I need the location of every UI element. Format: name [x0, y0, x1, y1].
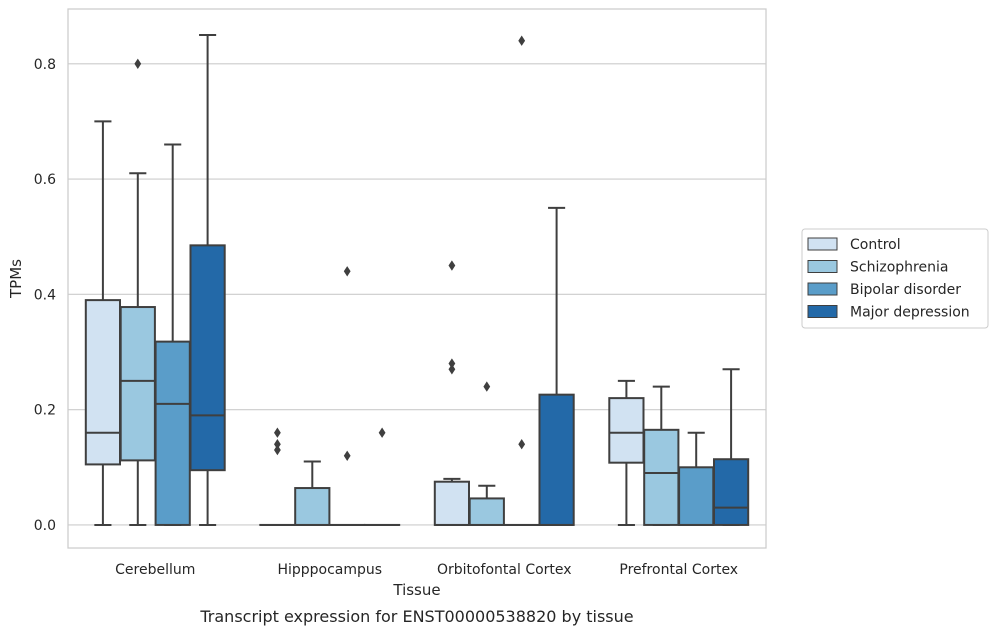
outlier-point	[274, 439, 281, 450]
y-tick-label: 0.2	[34, 403, 56, 419]
plot-frame	[67, 8, 767, 549]
outlier-point	[448, 358, 456, 369]
x-tick-label: Prefrontal Cortex	[619, 562, 738, 578]
y-tick-label: 0.4	[34, 287, 56, 303]
box-schizophrenia	[119, 58, 156, 526]
outlier-point	[448, 364, 456, 375]
outlier-point	[483, 381, 491, 392]
box-schizophrenia	[294, 460, 331, 526]
outlier-point	[343, 266, 351, 277]
legend-label: Bipolar disorder	[850, 282, 961, 298]
box-control	[608, 379, 645, 526]
y-tick-label: 0.6	[34, 172, 56, 188]
box-schizophrenia	[643, 385, 680, 526]
box-major-depression	[189, 33, 226, 526]
legend-frame	[801, 228, 989, 329]
box-iqr	[433, 480, 471, 526]
box-iqr	[608, 397, 645, 464]
x-tick-label: Hipppocampus	[277, 562, 382, 578]
legend-swatch	[807, 282, 838, 296]
outlier-point	[518, 439, 526, 450]
box-iqr	[678, 466, 715, 526]
x-tick-labels: Cerebellum Hipppocampus Orbitofontal Corte…	[115, 562, 738, 578]
legend-label: Major depression	[850, 305, 970, 321]
outlier-point	[134, 58, 142, 69]
legend: Control Schizophrenia Bipolar disorder Majo…	[801, 228, 989, 329]
boxes	[84, 33, 750, 526]
outlier-point	[274, 427, 281, 438]
chart-caption: Transcript expression for ENST0000053882…	[199, 607, 633, 626]
x-axis-label: Tissue	[392, 581, 440, 599]
legend-label: Control	[850, 237, 901, 253]
box-control	[259, 427, 296, 526]
box-bipolar-disorder	[154, 143, 191, 526]
y-tick-label: 0.8	[34, 57, 56, 73]
box-iqr	[643, 428, 680, 526]
box-iqr	[154, 340, 191, 526]
box-bipolar-disorder	[329, 266, 366, 526]
outlier-point	[274, 444, 281, 456]
box-iqr	[119, 306, 156, 462]
outlier-point	[518, 35, 526, 46]
box-control	[84, 120, 122, 526]
y-axis-label: TPMs	[7, 259, 25, 299]
legend-label: Schizophrenia	[850, 260, 948, 276]
outlier-point	[448, 260, 456, 271]
x-tick-label: Cerebellum	[115, 562, 195, 578]
box-bipolar-disorder	[678, 431, 715, 526]
box-major-depression	[363, 427, 401, 526]
legend-swatch	[807, 305, 838, 318]
box-iqr	[84, 299, 122, 466]
box-iqr	[189, 244, 226, 472]
y-tick-labels: 0.0 0.2 0.4 0.6 0.8	[34, 57, 56, 534]
box-iqr	[468, 497, 505, 526]
box-iqr	[538, 393, 575, 526]
outlier-point	[378, 427, 386, 438]
x-tick-label: Orbitofontal Cortex	[437, 562, 572, 578]
outlier-point	[343, 450, 351, 461]
box-bipolar-disorder	[503, 35, 540, 526]
y-tick-label: 0.0	[34, 518, 56, 534]
box-iqr	[712, 458, 750, 526]
legend-swatch	[807, 237, 838, 251]
box-major-depression	[712, 368, 750, 526]
box-iqr	[294, 487, 331, 526]
box-schizophrenia	[468, 381, 505, 526]
box-control	[433, 260, 471, 526]
box-major-depression	[538, 206, 575, 526]
legend-swatch	[807, 260, 838, 273]
